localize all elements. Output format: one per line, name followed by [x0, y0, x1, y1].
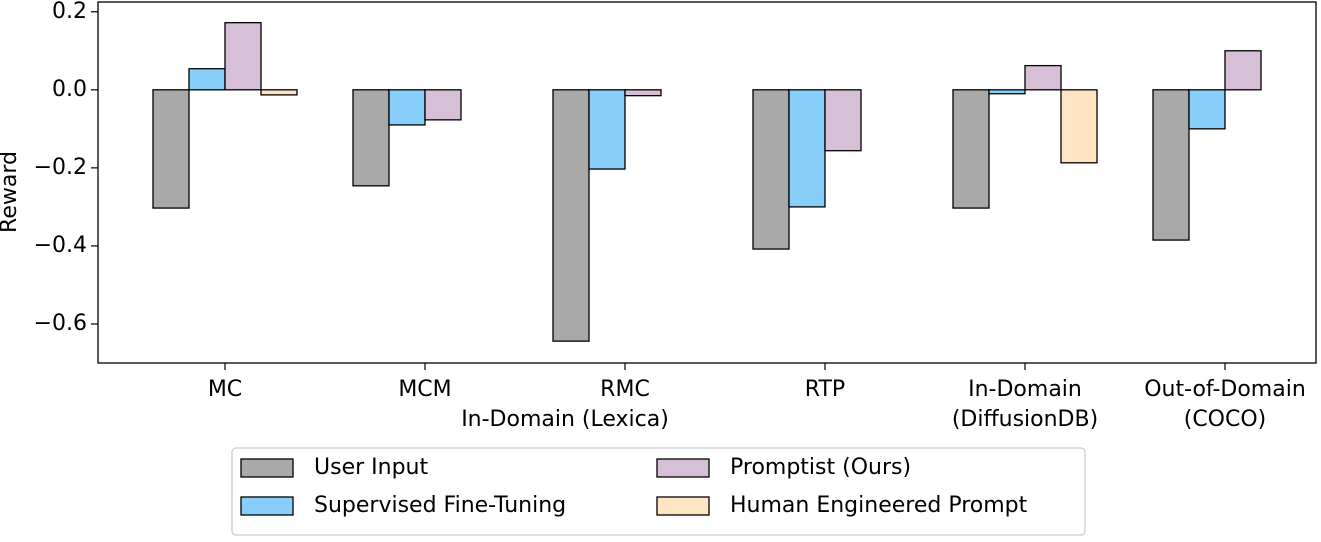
- bar: [260, 89, 298, 96]
- bar: [188, 68, 226, 91]
- legend-swatch: [240, 458, 294, 478]
- legend-box: [231, 447, 1086, 536]
- x-tick-label: RTP: [805, 377, 845, 402]
- bar: [952, 89, 990, 209]
- x-tick-label: MC: [208, 377, 242, 402]
- bar: [624, 89, 662, 97]
- group-label: In-Domain (Lexica): [461, 407, 669, 432]
- bar: [988, 89, 1026, 95]
- legend-label: Supervised Fine-Tuning: [314, 493, 566, 518]
- legend-label: Human Engineered Prompt: [730, 493, 1028, 518]
- x-tick-label: In-Domain: [968, 377, 1082, 402]
- legend-swatch: [240, 496, 294, 516]
- bar: [1060, 89, 1098, 164]
- bar: [752, 89, 790, 250]
- legend-label: Promptist (Ours): [730, 455, 911, 480]
- x-tick-label: MCM: [398, 377, 451, 402]
- x-tick-label: RMC: [600, 377, 650, 402]
- x-tick-label: (COCO): [1184, 407, 1267, 432]
- y-tick-label: −0.2: [34, 155, 87, 180]
- bar: [824, 89, 862, 152]
- bar: [152, 89, 190, 209]
- y-axis-label: Reward: [0, 151, 22, 233]
- bar: [1024, 64, 1062, 91]
- bar: [352, 89, 390, 187]
- bar: [424, 89, 462, 121]
- bar: [224, 22, 262, 91]
- bar: [552, 89, 590, 342]
- legend-swatch: [656, 458, 710, 478]
- bar: [388, 89, 426, 126]
- bar: [1152, 89, 1190, 241]
- bar: [788, 89, 826, 208]
- legend-label: User Input: [314, 455, 428, 480]
- bar: [1188, 89, 1226, 130]
- legend-swatch: [656, 496, 710, 516]
- bar: [588, 89, 626, 170]
- x-tick-label: Out-of-Domain: [1144, 377, 1306, 402]
- x-tick-label: (DiffusionDB): [952, 407, 1098, 432]
- bar: [1224, 50, 1262, 91]
- plot-frame: [97, 1, 1317, 364]
- y-tick-label: 0.2: [52, 0, 87, 24]
- y-tick-label: 0.0: [52, 77, 87, 102]
- y-tick-label: −0.6: [34, 311, 87, 336]
- y-tick-label: −0.4: [34, 233, 87, 258]
